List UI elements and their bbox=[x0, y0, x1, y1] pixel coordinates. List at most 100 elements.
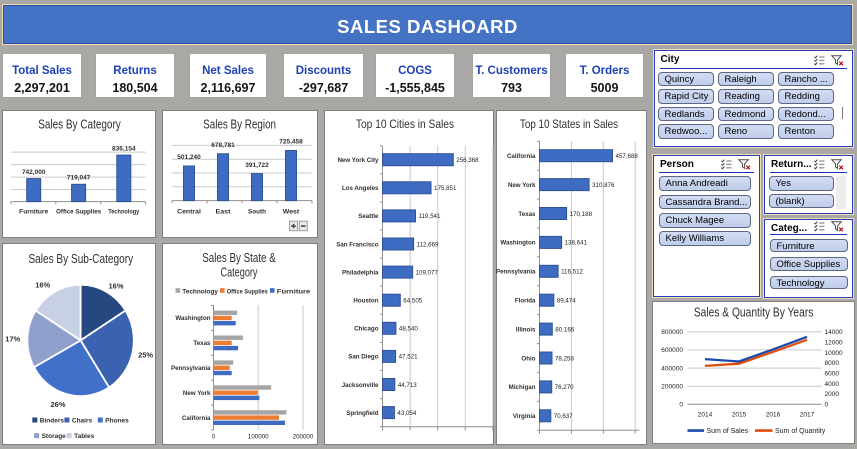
svg-text:600000: 600000 bbox=[661, 347, 683, 354]
svg-text:8000: 8000 bbox=[825, 360, 840, 367]
svg-text:89,474: 89,474 bbox=[557, 298, 576, 305]
svg-text:Jacksonville: Jacksonville bbox=[342, 382, 379, 389]
svg-text:0: 0 bbox=[825, 402, 829, 409]
svg-text:47,521: 47,521 bbox=[399, 354, 418, 361]
svg-text:70,637: 70,637 bbox=[554, 413, 573, 420]
svg-text:170,188: 170,188 bbox=[570, 211, 593, 218]
svg-text:New York: New York bbox=[183, 390, 211, 397]
svg-text:Pennsylvania: Pennsylvania bbox=[171, 365, 211, 372]
svg-text:391,722: 391,722 bbox=[245, 162, 269, 169]
svg-text:Illinois: Illinois bbox=[516, 326, 536, 333]
svg-text:Office Supplies: Office Supplies bbox=[227, 289, 268, 296]
svg-text:Furniture: Furniture bbox=[277, 289, 311, 296]
svg-text:Houston: Houston bbox=[353, 298, 378, 305]
svg-text:100000: 100000 bbox=[248, 434, 269, 441]
svg-text:Philadelphia: Philadelphia bbox=[342, 269, 379, 276]
svg-text:Phones: Phones bbox=[105, 417, 129, 424]
svg-text:South: South bbox=[248, 208, 266, 215]
svg-text:10000: 10000 bbox=[825, 350, 843, 357]
svg-text:12000: 12000 bbox=[825, 339, 843, 346]
svg-text:Tables: Tables bbox=[74, 433, 94, 440]
svg-text:4000: 4000 bbox=[825, 381, 840, 388]
svg-text:43,054: 43,054 bbox=[397, 410, 416, 417]
svg-text:New York: New York bbox=[508, 182, 536, 189]
svg-text:800000: 800000 bbox=[661, 329, 683, 336]
svg-text:Sum of Sales: Sum of Sales bbox=[707, 428, 749, 435]
svg-text:16%: 16% bbox=[108, 282, 123, 291]
svg-text:Binders: Binders bbox=[40, 417, 65, 424]
svg-text:Storage: Storage bbox=[42, 433, 67, 440]
svg-text:256,368: 256,368 bbox=[456, 157, 479, 164]
svg-text:Michigan: Michigan bbox=[509, 384, 536, 391]
svg-text:80,166: 80,166 bbox=[555, 326, 574, 333]
svg-text:Office Supplies: Office Supplies bbox=[56, 208, 101, 215]
svg-text:East: East bbox=[216, 208, 232, 215]
svg-text:California: California bbox=[507, 153, 536, 160]
svg-text:Category: Category bbox=[221, 265, 259, 279]
svg-text:San Francisco: San Francisco bbox=[336, 241, 379, 248]
svg-text:Furniture: Furniture bbox=[19, 208, 48, 215]
svg-text:16%: 16% bbox=[35, 281, 50, 290]
svg-text:Chairs: Chairs bbox=[72, 417, 93, 424]
svg-text:0: 0 bbox=[212, 434, 216, 441]
svg-text:Central: Central bbox=[177, 208, 201, 215]
svg-text:25%: 25% bbox=[138, 350, 153, 359]
svg-text:200000: 200000 bbox=[661, 384, 683, 391]
svg-text:Florida: Florida bbox=[515, 298, 536, 305]
svg-text:Springfield: Springfield bbox=[346, 410, 379, 417]
svg-text:400000: 400000 bbox=[661, 365, 683, 372]
svg-text:Top 10 Cities in Sales: Top 10 Cities in Sales bbox=[356, 117, 454, 131]
svg-text:138,641: 138,641 bbox=[565, 240, 588, 247]
svg-text:San Diego: San Diego bbox=[348, 354, 378, 361]
svg-text:310,876: 310,876 bbox=[592, 182, 615, 189]
svg-text:Seattle: Seattle bbox=[358, 213, 379, 220]
svg-text:112,669: 112,669 bbox=[417, 241, 439, 248]
svg-text:Sum of Quantity: Sum of Quantity bbox=[775, 428, 826, 435]
svg-text:Ohio: Ohio bbox=[521, 355, 535, 362]
svg-text:New York City: New York City bbox=[337, 157, 379, 164]
svg-text:742,000: 742,000 bbox=[22, 169, 46, 176]
svg-text:175,851: 175,851 bbox=[434, 185, 457, 192]
svg-text:2015: 2015 bbox=[732, 412, 747, 419]
svg-text:678,781: 678,781 bbox=[211, 142, 235, 149]
svg-text:Chicago: Chicago bbox=[354, 326, 379, 333]
svg-text:109,077: 109,077 bbox=[416, 269, 439, 276]
svg-text:719,047: 719,047 bbox=[67, 175, 91, 182]
svg-text:Sales By Category: Sales By Category bbox=[38, 117, 121, 131]
svg-text:Top 10 States in Sales: Top 10 States in Sales bbox=[520, 117, 618, 131]
svg-text:26%: 26% bbox=[50, 400, 65, 409]
svg-text:Pennsylvania: Pennsylvania bbox=[496, 269, 536, 276]
svg-text:2016: 2016 bbox=[766, 412, 781, 419]
svg-text:Virginia: Virginia bbox=[513, 413, 536, 420]
svg-text:2014: 2014 bbox=[698, 412, 713, 419]
svg-text:2000: 2000 bbox=[825, 391, 840, 398]
svg-text:119,541: 119,541 bbox=[418, 213, 440, 220]
svg-text:2017: 2017 bbox=[800, 412, 815, 419]
svg-text:78,258: 78,258 bbox=[555, 355, 574, 362]
svg-text:0: 0 bbox=[679, 402, 683, 409]
svg-text:Washington: Washington bbox=[175, 315, 210, 322]
svg-text:Los Angeles: Los Angeles bbox=[342, 185, 379, 192]
svg-text:Texas: Texas bbox=[518, 211, 536, 218]
svg-text:Sales By Sub-Category: Sales By Sub-Category bbox=[28, 252, 133, 266]
svg-text:California: California bbox=[182, 415, 211, 422]
svg-text:44,713: 44,713 bbox=[398, 382, 417, 389]
svg-text:64,505: 64,505 bbox=[403, 298, 422, 305]
svg-text:725,458: 725,458 bbox=[279, 139, 303, 146]
svg-text:14000: 14000 bbox=[825, 329, 843, 336]
svg-text:48,540: 48,540 bbox=[399, 326, 418, 333]
svg-text:116,512: 116,512 bbox=[561, 269, 583, 276]
svg-text:West: West bbox=[283, 208, 300, 215]
svg-text:17%: 17% bbox=[5, 335, 20, 344]
svg-text:Sales & Quantity By Years: Sales & Quantity By Years bbox=[694, 306, 814, 320]
svg-text:Sales By Region: Sales By Region bbox=[203, 117, 276, 131]
svg-text:Sales By State &: Sales By State & bbox=[202, 251, 276, 265]
svg-text:200000: 200000 bbox=[293, 434, 314, 441]
svg-text:Washington: Washington bbox=[500, 240, 535, 247]
svg-text:836,154: 836,154 bbox=[112, 145, 136, 152]
svg-text:Technology: Technology bbox=[108, 208, 139, 215]
svg-text:501,240: 501,240 bbox=[177, 154, 201, 161]
svg-text:76,270: 76,270 bbox=[555, 384, 574, 391]
svg-text:457,688: 457,688 bbox=[616, 153, 639, 160]
svg-text:6000: 6000 bbox=[825, 371, 840, 378]
